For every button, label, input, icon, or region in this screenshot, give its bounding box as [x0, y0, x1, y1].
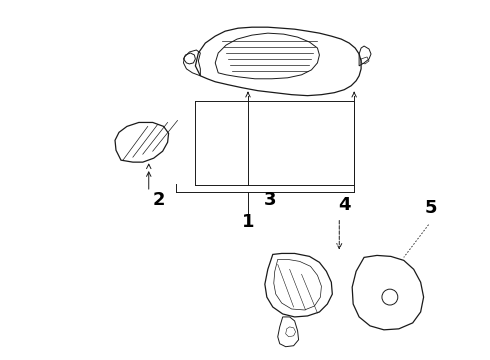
Text: 5: 5	[424, 199, 437, 217]
Text: 1: 1	[242, 213, 254, 231]
Text: 2: 2	[152, 191, 165, 209]
Text: 3: 3	[264, 191, 276, 209]
Text: 4: 4	[338, 196, 350, 214]
